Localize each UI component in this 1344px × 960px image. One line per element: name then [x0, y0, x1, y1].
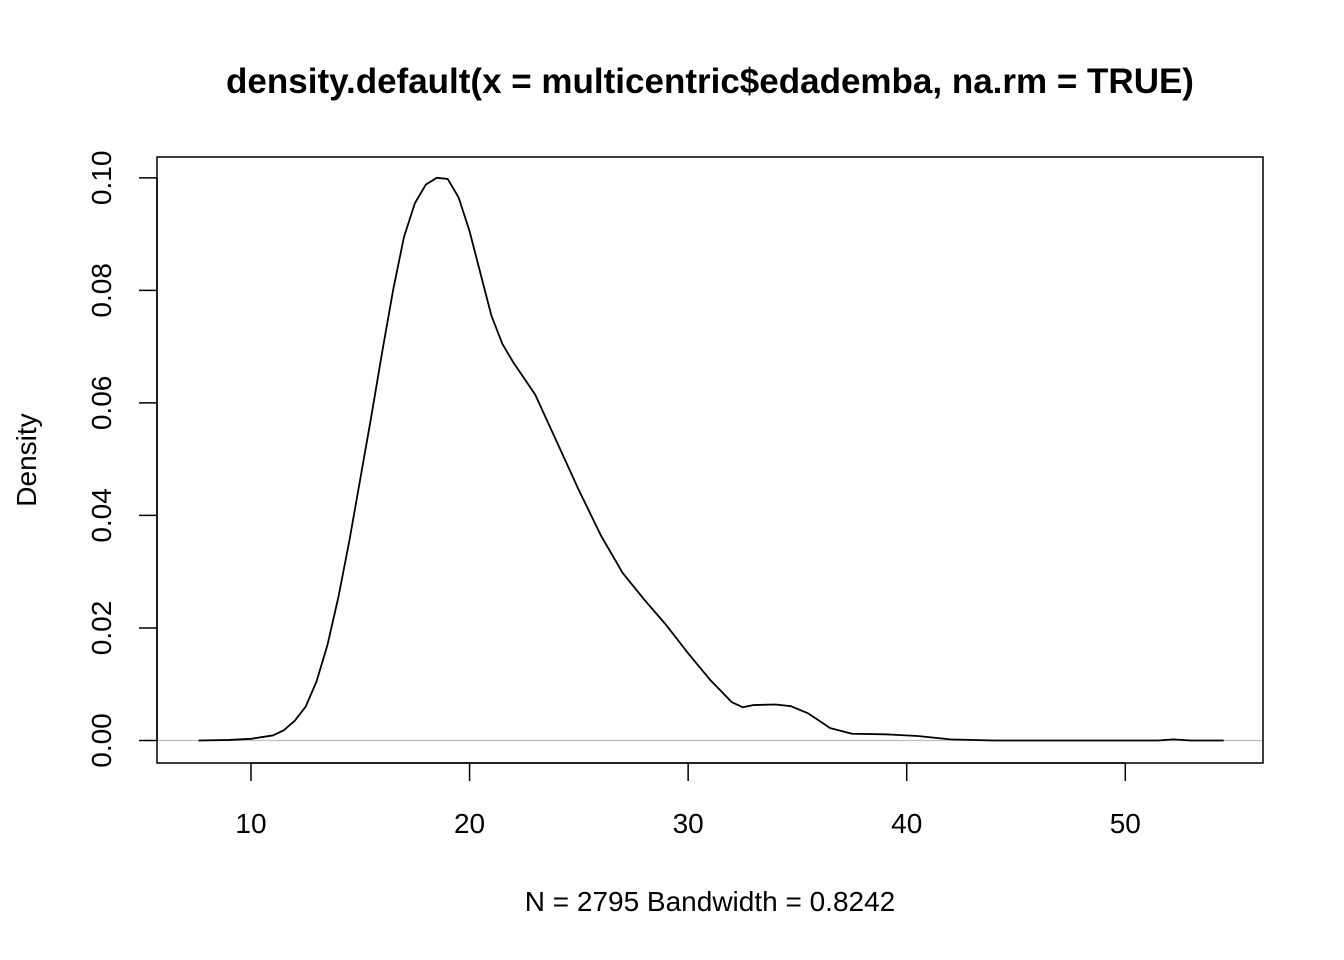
y-tick-label: 0.06	[86, 376, 117, 431]
y-tick-label: 0.08	[86, 263, 117, 318]
chart-title: density.default(x = multicentric$edademb…	[226, 62, 1194, 101]
y-tick-label: 0.04	[86, 488, 117, 543]
plot-box	[156, 156, 1264, 764]
y-tick-label: 0.10	[86, 151, 117, 206]
x-tick-label: 20	[454, 808, 485, 839]
y-tick-label: 0.02	[86, 601, 117, 656]
y-axis-label: Density	[11, 413, 42, 506]
density-curve	[198, 176, 1224, 742]
x-tick-label: 10	[235, 808, 266, 839]
x-tick-label: 30	[673, 808, 704, 839]
y-tick-label: 0.00	[86, 713, 117, 768]
x-tick-label: 50	[1110, 808, 1141, 839]
y-axis: 0.00 0.02 0.04 0.06 0.08 0.10	[86, 151, 158, 768]
x-axis-label: N = 2795 Bandwidth = 0.8242	[525, 886, 896, 917]
x-axis: 10 20 30 40 50	[235, 762, 1141, 839]
x-tick-label: 40	[891, 808, 922, 839]
